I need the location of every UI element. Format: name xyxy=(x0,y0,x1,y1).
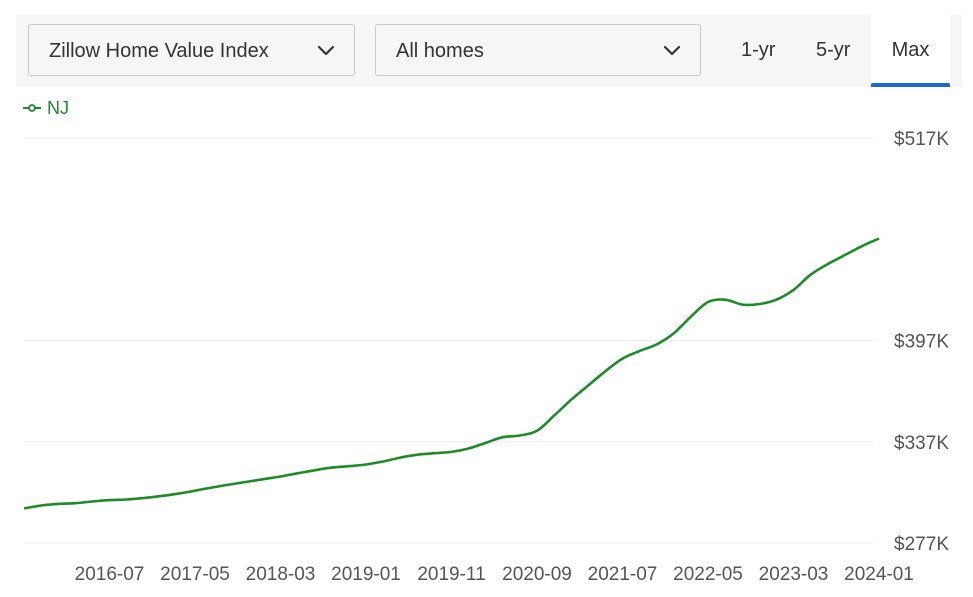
data-point[interactable] xyxy=(21,505,27,511)
x-tick-label: 2019-11 xyxy=(417,564,485,585)
data-point[interactable] xyxy=(876,236,882,242)
line-marker-icon xyxy=(23,104,41,112)
data-point[interactable] xyxy=(397,455,403,461)
data-point[interactable] xyxy=(414,452,420,458)
y-axis-labels: $277K $337K $397K $517K xyxy=(894,129,949,555)
data-point[interactable] xyxy=(72,500,78,506)
tab-1-yr[interactable]: 1-yr xyxy=(741,39,775,62)
data-point[interactable] xyxy=(483,440,489,446)
x-axis-labels: 2016-07 2017-05 2018-03 2019-01 2019-11 2020-… xyxy=(75,564,914,585)
data-point[interactable] xyxy=(551,413,557,419)
data-point[interactable] xyxy=(688,314,694,320)
data-point[interactable] xyxy=(89,499,95,505)
data-point[interactable] xyxy=(705,299,711,305)
data-point[interactable] xyxy=(620,356,626,362)
data-point[interactable] xyxy=(158,493,164,499)
data-point[interactable] xyxy=(38,503,44,509)
x-tick-label: 2016-07 xyxy=(75,564,145,585)
data-point[interactable] xyxy=(226,482,232,488)
x-tick-label: 2022-05 xyxy=(673,564,743,585)
data-point[interactable] xyxy=(808,272,814,278)
y-tick-label: $277K xyxy=(894,534,949,555)
data-point[interactable] xyxy=(329,465,335,471)
metric-dropdown-label: Zillow Home Value Index xyxy=(49,40,269,62)
series-line-nj[interactable] xyxy=(23,237,880,510)
active-tab-indicator xyxy=(871,83,950,87)
data-point[interactable] xyxy=(842,252,848,258)
tab-5-yr[interactable]: 5-yr xyxy=(816,39,850,62)
x-tick-label: 2021-07 xyxy=(588,564,658,585)
data-point[interactable] xyxy=(500,434,506,440)
data-point[interactable] xyxy=(295,470,301,476)
data-point[interactable] xyxy=(278,474,284,480)
data-point[interactable] xyxy=(517,433,523,439)
tab-max[interactable]: Max xyxy=(871,15,950,87)
x-tick-label: 2017-05 xyxy=(160,564,230,585)
y-tick-label: $337K xyxy=(894,433,949,454)
series-layer xyxy=(21,236,882,511)
chart-legend[interactable]: NJ xyxy=(23,97,69,119)
data-point[interactable] xyxy=(466,446,472,452)
data-point[interactable] xyxy=(380,459,386,465)
metric-dropdown[interactable]: Zillow Home Value Index xyxy=(28,24,355,76)
x-tick-label: 2023-03 xyxy=(759,564,829,585)
data-point[interactable] xyxy=(449,449,455,455)
legend-label-nj: NJ xyxy=(47,97,69,118)
data-point[interactable] xyxy=(107,497,113,503)
data-point[interactable] xyxy=(141,495,147,501)
tab-label: 1-yr xyxy=(741,39,776,61)
data-point[interactable] xyxy=(791,287,797,293)
data-point[interactable] xyxy=(209,485,215,491)
data-point[interactable] xyxy=(192,488,198,494)
data-point[interactable] xyxy=(825,261,831,267)
y-tick-label: $397K xyxy=(894,332,949,353)
data-point[interactable] xyxy=(585,382,591,388)
x-tick-label: 2020-09 xyxy=(502,564,572,585)
tab-label: 5-yr xyxy=(816,39,851,61)
data-point[interactable] xyxy=(773,297,779,303)
home-type-dropdown-label: All homes xyxy=(396,40,484,62)
data-point[interactable] xyxy=(756,301,762,307)
chevron-down-icon xyxy=(317,45,335,56)
y-tick-label: $517K xyxy=(894,129,949,150)
tab-label: Max xyxy=(891,39,930,61)
data-point[interactable] xyxy=(175,491,181,497)
data-point[interactable] xyxy=(346,463,352,469)
grid-lines xyxy=(24,137,873,544)
data-point[interactable] xyxy=(602,368,608,374)
home-type-dropdown[interactable]: All homes xyxy=(375,24,701,76)
data-point[interactable] xyxy=(260,476,266,482)
data-point[interactable] xyxy=(568,397,574,403)
x-tick-label: 2018-03 xyxy=(246,564,316,585)
data-point[interactable] xyxy=(55,501,61,507)
x-tick-label: 2024-01 xyxy=(844,564,914,585)
data-point[interactable] xyxy=(363,462,369,468)
data-point[interactable] xyxy=(534,428,540,434)
data-point[interactable] xyxy=(312,467,318,473)
data-point[interactable] xyxy=(671,330,677,336)
data-point[interactable] xyxy=(431,450,437,456)
data-point[interactable] xyxy=(654,341,660,347)
data-point[interactable] xyxy=(859,243,865,249)
data-point[interactable] xyxy=(739,302,745,308)
data-point[interactable] xyxy=(722,297,728,303)
chart-toolbar: Zillow Home Value Index All homes 1-yr 5… xyxy=(16,15,962,87)
chevron-down-icon xyxy=(663,45,681,56)
data-point[interactable] xyxy=(637,348,643,354)
data-point[interactable] xyxy=(124,497,130,503)
x-tick-label: 2019-01 xyxy=(331,564,401,585)
data-point[interactable] xyxy=(243,479,249,485)
